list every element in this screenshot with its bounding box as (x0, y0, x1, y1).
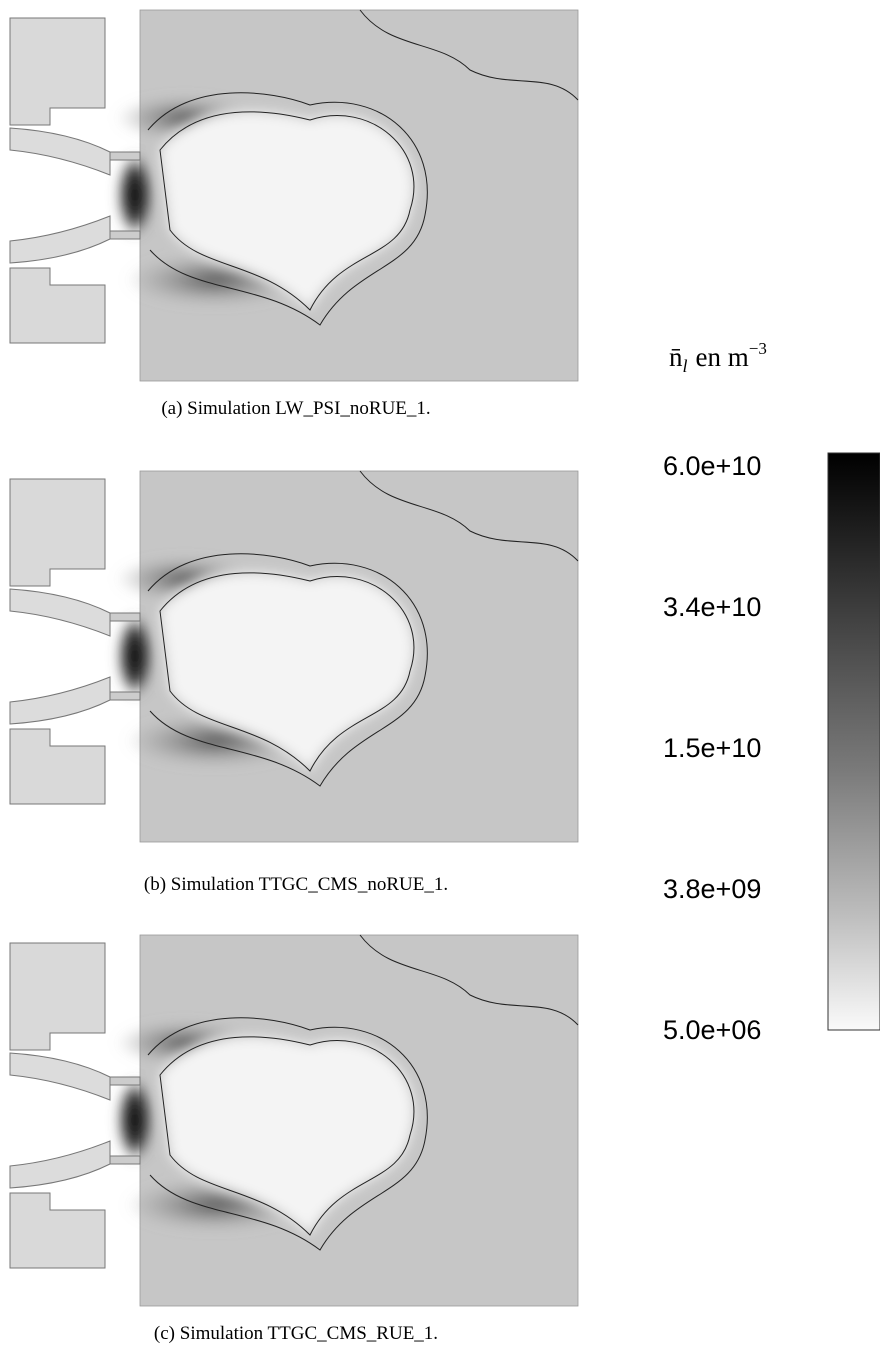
caption: (b) Simulation TTGC_CMS_noRUE_1. (144, 874, 448, 895)
exponent: −3 (749, 339, 767, 358)
colorbar-label: n̄l en m−3 (669, 339, 767, 376)
caption: (a) Simulation LW_PSI_noRUE_1. (161, 398, 430, 419)
colorbar (827, 452, 880, 1031)
colorbar-tick-label: 5.0e+06 (663, 1015, 761, 1045)
colorbar-tick-label: 1.5e+10 (663, 733, 761, 763)
colorbar-tick-label: 3.8e+09 (663, 874, 761, 904)
simulation-field (10, 935, 578, 1306)
subscript: l (683, 356, 688, 376)
symbol: n̄ (669, 342, 683, 372)
caption: (c) Simulation TTGC_CMS_RUE_1. (154, 1323, 438, 1344)
colorbar-tick-label: 3.4e+10 (663, 592, 761, 622)
colorbar-tick-label: 6.0e+10 (663, 451, 761, 481)
colorbar-ticks: 6.0e+10 3.4e+10 1.5e+10 3.8e+09 5.0e+06 (663, 451, 761, 1045)
simulation-field (10, 471, 578, 842)
unit: en m (696, 342, 749, 372)
simulation-field (10, 10, 578, 381)
